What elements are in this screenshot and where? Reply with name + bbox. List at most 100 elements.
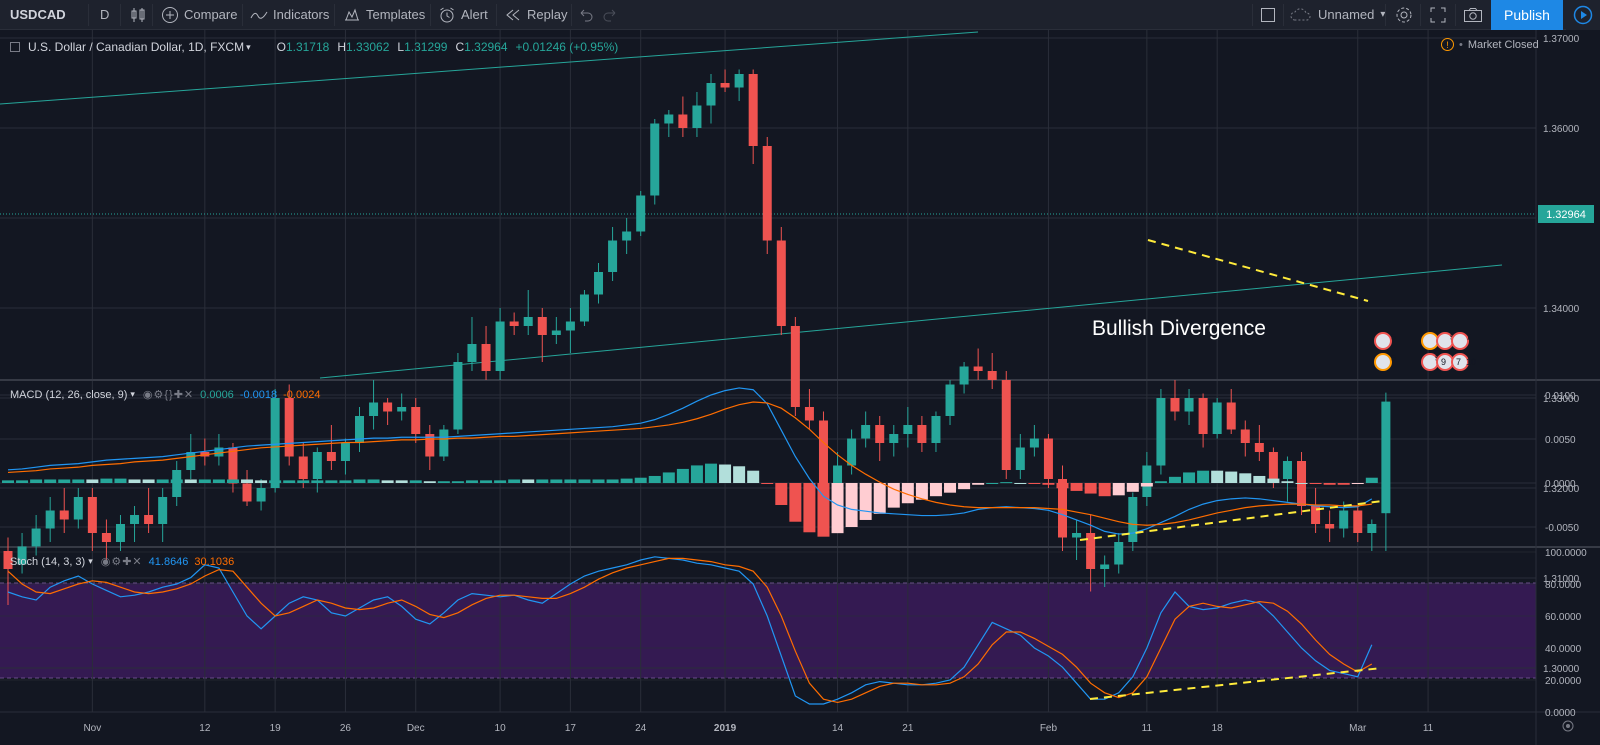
candle-body	[172, 470, 182, 497]
toolbar-divider	[242, 4, 243, 26]
undo-button[interactable]	[578, 0, 594, 29]
candle-body	[622, 231, 632, 241]
macd-histogram-bar	[1281, 481, 1294, 483]
channel-lower-trendline[interactable]	[319, 264, 1503, 379]
candle-body	[355, 416, 364, 443]
time-tick-label: 12	[199, 723, 211, 734]
redo-icon	[603, 9, 616, 21]
snapshot-button[interactable]	[1463, 0, 1483, 29]
candle-body	[875, 425, 885, 443]
market-status[interactable]: ! • Market Closed	[1441, 38, 1539, 51]
event-badge[interactable]: 5	[1391, 353, 1396, 363]
redo-button[interactable]	[602, 0, 618, 29]
macd-histogram-bar	[831, 483, 844, 534]
event-badge[interactable]: 10	[1466, 357, 1476, 367]
indicator-controls-icon[interactable]: ◉⚙✚✕	[100, 556, 143, 568]
candle-body	[312, 452, 322, 479]
candle-body	[1325, 524, 1335, 529]
chevron-down-icon: ▾	[1380, 9, 1386, 20]
economic-events[interactable]: 5 5 5 7 5 9 7 10	[1374, 332, 1476, 371]
chart-settings-gear-icon[interactable]	[1562, 720, 1574, 732]
macd-histogram-bar	[1211, 470, 1224, 483]
templates-button[interactable]: Templates	[343, 0, 425, 29]
event-badge[interactable]: 9	[1441, 357, 1446, 367]
candle-body	[59, 510, 69, 520]
macd-histogram-bar	[1197, 470, 1210, 483]
candle-body	[284, 398, 294, 457]
settings-button[interactable]	[1395, 0, 1413, 29]
candle-body	[1142, 465, 1152, 497]
market-status-label: Market Closed	[1467, 38, 1539, 51]
event-badge[interactable]: 7	[1466, 332, 1471, 342]
macd-divergence-line[interactable]	[1079, 500, 1383, 541]
stoch-pane	[7, 556, 1373, 705]
macd-histogram-bar	[929, 483, 942, 497]
bullish-divergence-annotation[interactable]: Bullish Divergence	[1092, 317, 1266, 340]
candle-body	[594, 272, 604, 295]
candle-body	[1353, 510, 1363, 533]
candle-body	[1128, 497, 1138, 542]
event-badge[interactable]: 7	[1456, 357, 1461, 367]
indicators-button[interactable]: Indicators	[250, 0, 329, 29]
macd-histogram-bar	[1365, 477, 1378, 483]
macd-histogram-bar	[817, 483, 830, 537]
indicator-controls-icon[interactable]: ◉⚙{}✚✕	[142, 389, 195, 401]
warning-icon: !	[1441, 38, 1454, 51]
candle-body	[818, 420, 828, 484]
candle-body	[565, 321, 575, 331]
candle-body	[748, 74, 758, 146]
stoch-tick-label: 0.0000	[1545, 708, 1576, 719]
fullscreen-toggle-button[interactable]	[1260, 0, 1276, 29]
macd-pane	[2, 387, 1378, 537]
layout-name-button[interactable]: Unnamed ▾	[1290, 0, 1385, 29]
publish-button[interactable]: Publish	[1491, 0, 1563, 30]
macd-histogram-bar	[508, 479, 521, 483]
collapse-icon[interactable]	[10, 42, 20, 52]
channel-upper-trendline[interactable]	[0, 31, 979, 105]
macd-histogram-bar	[16, 480, 29, 483]
macd-histogram-bar	[789, 483, 802, 522]
alert-button[interactable]: Alert	[438, 0, 488, 29]
price-divergence-line[interactable]	[1147, 239, 1369, 302]
macd-histogram-bar	[241, 479, 254, 483]
time-tick-label: 14	[832, 723, 844, 734]
compare-button[interactable]: Compare	[161, 0, 237, 29]
macd-histogram-bar	[1126, 483, 1139, 492]
chart-style-button[interactable]	[129, 0, 147, 29]
macd-histogram-bar	[845, 483, 858, 527]
toolbar-divider	[1252, 4, 1253, 26]
candle-body	[144, 515, 154, 524]
macd-histogram-bar	[915, 483, 928, 500]
close-label: C	[455, 40, 465, 54]
macd-histogram-bar	[1000, 482, 1013, 484]
candle-body	[1156, 398, 1166, 466]
indicators-icon	[250, 11, 268, 19]
main-legend[interactable]: U.S. Dollar / Canadian Dollar, 1D, FXCM …	[10, 40, 618, 54]
candle-body	[847, 438, 857, 466]
toolbar-divider	[430, 4, 431, 26]
candle-body	[467, 344, 477, 362]
candle-body	[1184, 398, 1194, 412]
candle-body	[790, 326, 800, 407]
stoch-legend[interactable]: Stoch (14, 3, 3) ▾ ◉⚙✚✕ 41.8646 30.1036	[10, 555, 235, 569]
event-badge[interactable]: 5	[1391, 332, 1396, 342]
macd-legend[interactable]: MACD (12, 26, close, 9) ▾ ◉⚙{}✚✕ 0.0006 …	[10, 388, 320, 402]
stoch-divergence-line[interactable]	[1089, 667, 1383, 700]
symbol-search[interactable]: USDCAD	[10, 7, 66, 22]
candle-body	[1254, 443, 1264, 452]
macd-histogram-bar	[747, 470, 760, 483]
candle-body	[987, 371, 997, 380]
fullscreen-button[interactable]	[1430, 0, 1446, 29]
interval-button[interactable]: D	[100, 7, 110, 22]
templates-icon	[345, 8, 359, 20]
candle-body	[31, 528, 41, 547]
replay-play-button[interactable]	[1566, 0, 1600, 30]
candle-body	[158, 497, 168, 524]
macd-histogram-bar	[705, 463, 717, 483]
chart-canvas[interactable]: 1.370001.360001.350001.340001.330001.320…	[0, 30, 1600, 745]
stoch-d-value: 30.1036	[194, 555, 235, 568]
plus-circle-icon	[162, 6, 178, 23]
replay-button[interactable]: Replay	[504, 0, 567, 29]
macd-histogram-bar	[1112, 483, 1125, 496]
macd-histogram-bar	[325, 480, 338, 483]
